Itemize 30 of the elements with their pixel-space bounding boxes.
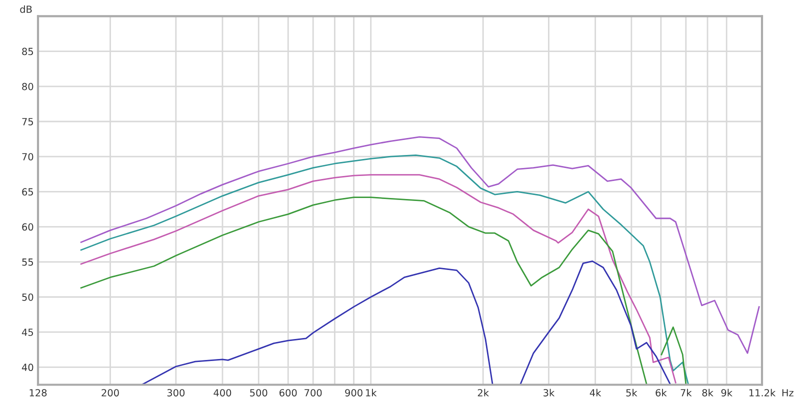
x-tick-label: 8k <box>702 388 714 396</box>
x-axis-title: Hz <box>782 389 794 396</box>
y-tick-label: 85 <box>22 48 33 56</box>
y-tick-label: 55 <box>22 258 33 266</box>
y-tick-label: 65 <box>22 188 33 196</box>
x-tick-label: 3k <box>544 388 555 396</box>
x-tick-label: 4k <box>590 388 602 396</box>
y-axis-title: dB <box>20 5 32 13</box>
y-tick-label: 60 <box>22 223 34 231</box>
x-tick-label: 128 <box>30 389 47 396</box>
x-tick-label: 700 <box>304 389 322 396</box>
x-tick-label: 9k <box>721 388 732 396</box>
x-tick-label: 500 <box>250 389 268 396</box>
y-tick-label: 80 <box>22 82 34 90</box>
x-tick-label: 600 <box>280 389 297 396</box>
x-tick-label: 900 <box>345 389 362 396</box>
x-tick-label: 1k <box>366 388 377 396</box>
y-tick-label: 50 <box>22 293 34 301</box>
x-tick-label: 400 <box>214 389 232 396</box>
x-tick-label: 2k <box>478 388 489 396</box>
x-tick-label: 200 <box>102 389 119 396</box>
x-tick-label: 5k <box>626 388 638 396</box>
x-tick-label: 300 <box>167 389 185 396</box>
y-tick-label: 40 <box>22 364 34 372</box>
y-tick-label: 70 <box>22 153 34 160</box>
x-tick-label: 7k <box>680 388 692 396</box>
x-tick-label: 6k <box>656 388 667 396</box>
x-tick-label: 11.2k <box>749 388 776 396</box>
y-tick-label: 75 <box>22 118 33 126</box>
y-tick-label: 45 <box>22 328 33 336</box>
